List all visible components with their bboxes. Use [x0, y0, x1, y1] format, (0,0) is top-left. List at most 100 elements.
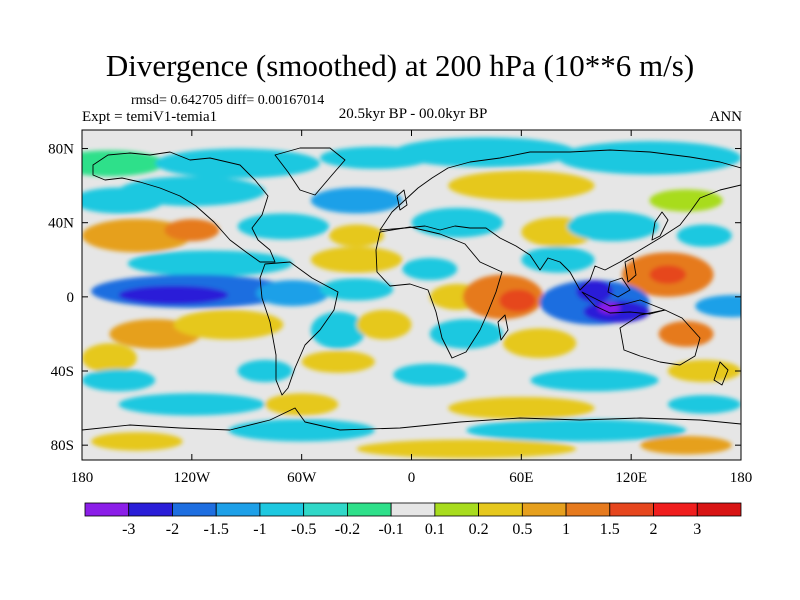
divergence-patch — [658, 320, 714, 347]
divergence-patch — [466, 419, 687, 442]
divergence-patch — [676, 224, 732, 247]
divergence-patch — [640, 435, 732, 455]
maritime-continent-coast — [581, 291, 666, 315]
colorbar-label: 1 — [562, 521, 570, 538]
colorbar-swatch — [609, 502, 654, 517]
divergence-patch — [567, 211, 659, 242]
divergence-patch — [649, 189, 723, 212]
south-america-coast — [259, 261, 339, 396]
colorbar-label: -0.5 — [291, 521, 316, 538]
lon-tick-label: 120E — [615, 470, 647, 486]
colorbar-swatch — [434, 502, 480, 517]
colorbar-label: -0.1 — [378, 521, 403, 538]
colorbar-label: -3 — [122, 521, 135, 538]
uk-coast — [396, 189, 408, 211]
japan-coast — [651, 211, 669, 241]
colorbar-label: -2 — [166, 521, 179, 538]
divergence-patch — [265, 393, 339, 416]
plot-title: Divergence (smoothed) at 200 hPa (10**6 … — [105, 48, 695, 83]
colorbar-swatch — [521, 502, 567, 517]
lat-tick-label: 40N — [48, 216, 74, 232]
divergence-patch — [448, 396, 595, 420]
new-zealand-coast — [713, 361, 729, 386]
colorbar-label: -1 — [253, 521, 266, 538]
divergence-field — [82, 137, 741, 459]
divergence-patch — [448, 170, 595, 201]
divergence-patch — [557, 141, 741, 175]
divergence-patch — [91, 432, 183, 451]
divergence-patch — [402, 257, 458, 281]
divergence-patch — [329, 224, 385, 247]
antarctica-coast — [82, 407, 741, 431]
divergence-patch — [576, 280, 613, 303]
colorbar-swatch — [303, 502, 348, 517]
colorbar-swatch — [696, 502, 742, 517]
colorbar-swatch — [565, 502, 611, 517]
divergence-patch — [499, 289, 536, 312]
divergence-patch — [356, 439, 577, 459]
divergence-patch — [82, 218, 192, 253]
divergence-patch — [301, 350, 375, 373]
colorbar-label: 2 — [650, 521, 658, 538]
lon-tick-label: 0 — [408, 470, 416, 486]
divergence-patch — [319, 278, 394, 301]
colorbar-swatch — [478, 502, 523, 517]
colorbar-swatch — [259, 502, 305, 517]
divergence-patch — [173, 309, 284, 340]
divergence-patch — [667, 359, 741, 383]
borneo-coast — [607, 277, 631, 298]
australia-coast — [619, 309, 701, 366]
north-america-coast — [92, 151, 276, 263]
colorbar-label: 0.2 — [469, 521, 489, 538]
longitude-axis: 180 120W 60W 0 60E 120E 180 — [71, 130, 752, 486]
coastlines — [82, 147, 741, 431]
divergence-patch — [237, 213, 330, 240]
divergence-patch — [82, 187, 165, 214]
divergence-patch — [393, 137, 577, 168]
divergence-patch — [503, 328, 577, 359]
colorbar-label: 0.1 — [425, 521, 445, 538]
lat-tick-label: 80S — [51, 438, 74, 454]
season-label: ANN — [709, 109, 743, 125]
divergence-patch — [695, 295, 741, 318]
divergence-patch — [82, 150, 165, 177]
madagascar-coast — [497, 314, 509, 341]
lon-tick-label: 120W — [173, 470, 211, 486]
colorbar-swatch — [653, 502, 698, 517]
experiment-label: Expt = temiV1-temia1 — [82, 109, 218, 125]
colorbar-label: 0.5 — [512, 521, 532, 538]
divergence-patch — [310, 246, 403, 273]
divergence-patch — [228, 419, 375, 442]
divergence-patch — [356, 309, 412, 340]
colorbar-swatch — [346, 502, 392, 517]
divergence-patch — [521, 246, 595, 273]
colorbar-label: 1.5 — [600, 521, 620, 538]
lat-tick-label: 80N — [48, 142, 74, 158]
divergence-patch — [393, 363, 467, 386]
rmsd-diff-stats: rmsd= 0.642705 diff= 0.00167014 — [131, 93, 325, 108]
eurasia-coast — [379, 149, 741, 291]
time-period-label: 20.5kyr BP - 00.0kyr BP — [338, 106, 488, 122]
philippines-coast — [624, 257, 637, 283]
lon-tick-label: 60W — [287, 470, 317, 486]
lon-tick-label: 180 — [71, 470, 94, 486]
colorbar-label: -1.5 — [204, 521, 229, 538]
divergence-patch — [118, 393, 266, 416]
colorbar-swatch — [84, 502, 130, 517]
lon-tick-label: 60E — [509, 470, 533, 486]
africa-coast — [375, 226, 503, 359]
divergence-patch — [411, 207, 504, 238]
divergence-patch — [429, 319, 504, 349]
divergence-patch — [164, 218, 220, 242]
divergence-patch — [127, 250, 293, 277]
colorbar-label: -0.2 — [335, 521, 360, 538]
colorbar-swatch — [128, 502, 173, 517]
lat-tick-label: 0 — [67, 290, 75, 306]
divergence-patch — [649, 265, 687, 284]
lat-tick-label: 40S — [51, 364, 74, 380]
divergence-patch — [310, 311, 366, 349]
divergence-patch — [82, 369, 156, 392]
divergence-patch — [237, 359, 293, 383]
